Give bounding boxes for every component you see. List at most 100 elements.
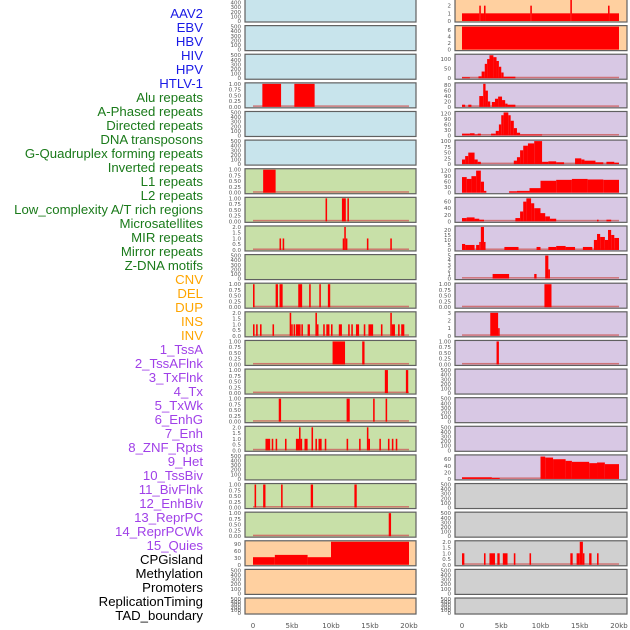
track-label: G-Quadruplex forming repeats	[24, 146, 203, 161]
bar	[307, 557, 331, 565]
track-label: Microsatellites	[119, 216, 203, 231]
bar	[531, 203, 535, 222]
bar	[534, 141, 543, 165]
y-tick-label: 0.50	[229, 93, 242, 99]
y-tick-label: 0.75	[229, 374, 242, 380]
bar	[576, 553, 580, 565]
y-tick-label: 200	[441, 382, 452, 388]
y-tick-label: 200	[441, 605, 452, 611]
y-tick-label: 300	[231, 603, 242, 609]
y-tick-label: 400	[231, 29, 242, 35]
bar	[465, 244, 475, 250]
track-panel: 0.000.250.500.751.00	[229, 368, 417, 397]
baseline	[253, 391, 409, 394]
panel-background	[454, 110, 628, 138]
track-label: Alu repeats	[136, 90, 203, 105]
bar	[491, 477, 500, 479]
bar	[516, 190, 530, 193]
bar	[405, 370, 409, 394]
bar	[609, 13, 619, 21]
bar	[468, 104, 472, 107]
bar	[479, 5, 481, 22]
bar	[260, 324, 262, 336]
y-tick-label: 400	[231, 115, 242, 121]
bar	[354, 484, 357, 508]
y-tick-label: 120	[441, 111, 452, 117]
bar	[483, 553, 486, 565]
y-tick-label: 500	[231, 25, 242, 31]
bar	[603, 179, 619, 193]
bar	[479, 96, 484, 107]
y-tick-label: 100	[231, 608, 242, 614]
bar	[589, 553, 592, 565]
bar	[275, 438, 278, 451]
y-tick-label: 0.75	[229, 88, 242, 94]
track-label: DUP	[175, 300, 203, 315]
bar	[490, 312, 499, 336]
panel-background	[244, 196, 417, 223]
y-tick-label: 0.00	[229, 534, 242, 540]
track-panel: 0.000.250.500.751.00	[439, 339, 628, 368]
baseline	[462, 76, 619, 79]
bar	[489, 55, 494, 79]
track-panel: 0 12 3	[448, 0, 628, 25]
bar	[503, 112, 509, 136]
y-tick-label: 0.25	[229, 528, 242, 534]
x-tick-label: 20kb	[610, 622, 628, 630]
y-tick-label: 0.50	[229, 351, 242, 357]
bar	[479, 219, 484, 222]
bar	[311, 427, 314, 451]
bar	[614, 237, 619, 250]
track-panel: 0 50 100	[441, 53, 628, 82]
y-tick-label: 1.00	[229, 483, 242, 489]
panel-background	[454, 282, 628, 309]
track-label: L2 repeats	[140, 188, 203, 203]
bar	[298, 284, 303, 308]
bar	[462, 104, 466, 107]
bar	[271, 438, 274, 451]
y-tick-label: 2	[448, 41, 452, 47]
y-tick-label: 1.00	[229, 82, 242, 88]
bar	[508, 115, 511, 136]
y-tick-label: 0.0	[232, 448, 241, 454]
bar	[262, 83, 282, 107]
y-tick-label: 75	[444, 145, 451, 151]
bar	[468, 152, 475, 165]
y-tick-label: 1.00	[439, 282, 452, 288]
track-label: EBV	[176, 20, 203, 35]
bar	[281, 484, 283, 508]
y-tick-label: 0.25	[229, 299, 242, 305]
bar	[379, 438, 381, 451]
track-label: AAV2	[170, 6, 203, 21]
track-label: INS	[181, 314, 203, 329]
bar	[265, 438, 271, 451]
y-tick-label: 0	[238, 19, 242, 25]
y-tick-label: 100	[231, 14, 242, 20]
track-label: Low_complexity A/T rich regions	[14, 202, 203, 217]
bar	[304, 438, 308, 451]
bar	[465, 156, 469, 165]
y-tick-label: 2	[448, 318, 452, 324]
bar	[513, 553, 516, 565]
x-tick-label: 10kb	[322, 622, 340, 630]
y-tick-label: 1.5	[232, 231, 241, 237]
bar	[345, 238, 348, 250]
y-tick-label: 100	[231, 72, 242, 78]
bar	[327, 284, 331, 308]
track-label: Promoters	[142, 580, 203, 595]
bar	[571, 13, 609, 21]
y-tick-label: 0.75	[229, 345, 242, 351]
y-tick-label: 0	[448, 534, 452, 540]
y-tick-label: 200	[441, 496, 452, 502]
y-tick-label: 100	[441, 139, 452, 145]
y-tick-label: 300	[231, 62, 242, 68]
baseline	[253, 219, 409, 222]
bar	[284, 438, 287, 451]
track-panel: 0.000.250.500.751.00	[229, 82, 417, 111]
bar	[571, 178, 588, 193]
